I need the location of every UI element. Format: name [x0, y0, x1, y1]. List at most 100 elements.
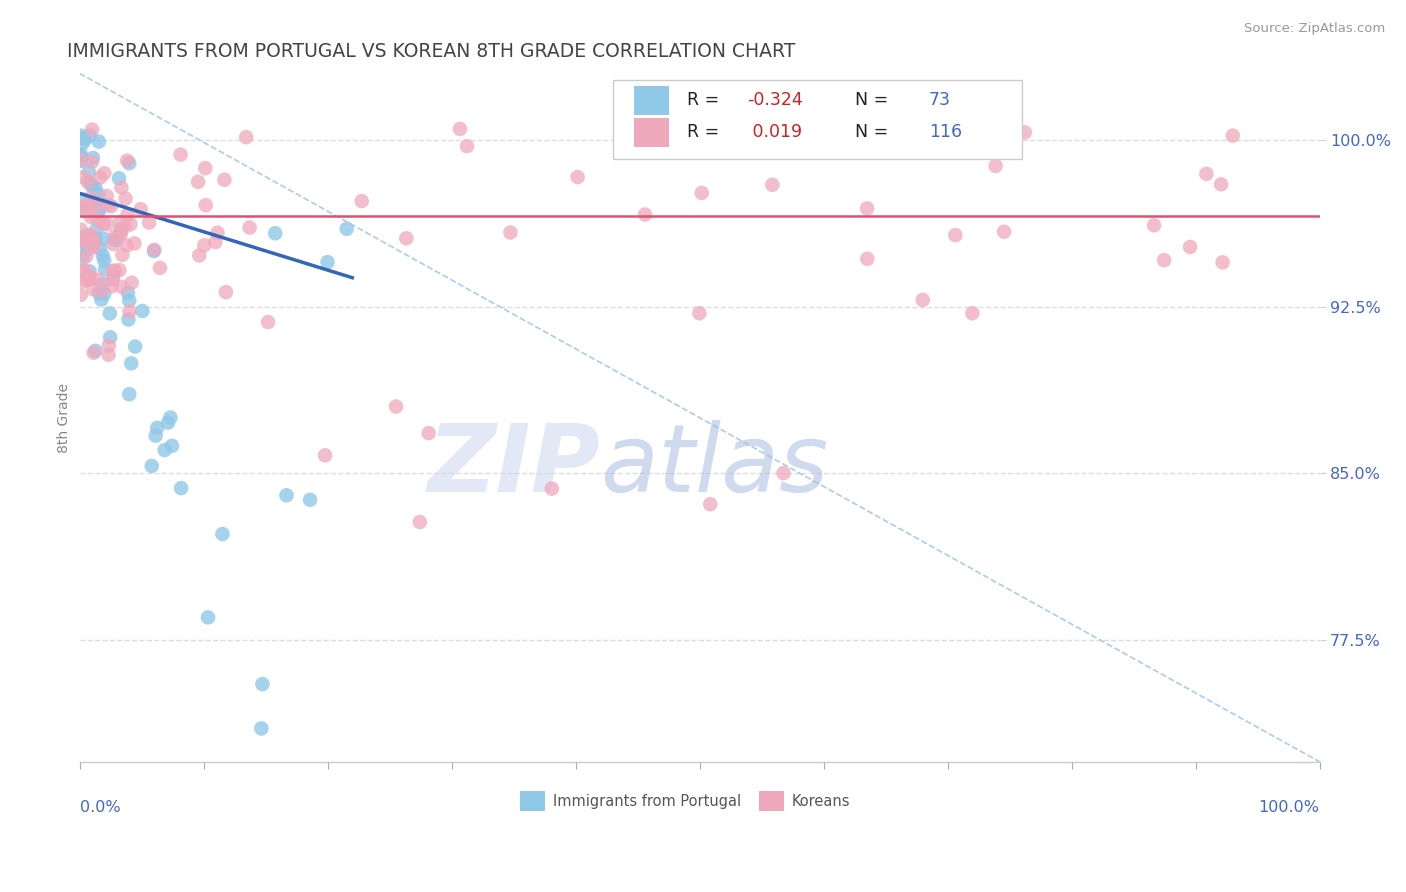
Point — [72, 274, 94, 288]
Point — [79, 273, 101, 287]
Point — [73, 203, 96, 218]
Point — [69, 147, 91, 161]
Point — [110, 222, 132, 236]
Text: -0.324: -0.324 — [747, 91, 803, 110]
Text: R =: R = — [688, 91, 725, 110]
Point — [75, 198, 97, 212]
Point — [80, 154, 103, 169]
Point — [634, 208, 657, 222]
Point — [75, 228, 97, 243]
Point — [395, 231, 418, 245]
Point — [540, 482, 562, 496]
Point — [211, 527, 233, 541]
Point — [214, 173, 236, 187]
Point — [101, 264, 124, 278]
Point — [96, 217, 118, 231]
Point — [77, 242, 100, 256]
Point — [131, 304, 153, 318]
Point — [80, 210, 103, 224]
Text: 0.0%: 0.0% — [80, 799, 120, 814]
Point — [194, 161, 217, 176]
Point — [110, 215, 132, 229]
Point — [90, 284, 112, 298]
Point — [1209, 178, 1232, 192]
Point — [83, 194, 105, 209]
Point — [117, 208, 139, 222]
Point — [250, 722, 273, 736]
Point — [84, 180, 107, 194]
Point — [157, 416, 180, 430]
Point — [87, 187, 110, 202]
Point — [336, 222, 359, 236]
Point — [772, 466, 794, 480]
Point — [79, 264, 101, 278]
Point — [299, 492, 322, 507]
FancyBboxPatch shape — [634, 118, 668, 146]
Point — [761, 178, 783, 192]
Point — [194, 198, 217, 212]
Point — [86, 197, 108, 211]
Point — [235, 130, 257, 145]
Point — [69, 150, 91, 164]
Point — [93, 253, 115, 268]
Point — [856, 252, 879, 266]
Point — [89, 202, 111, 216]
Text: Immigrants from Portugal: Immigrants from Portugal — [553, 794, 741, 808]
Point — [762, 122, 785, 136]
Point — [90, 293, 112, 307]
Point — [69, 201, 91, 215]
Point — [350, 194, 373, 208]
Point — [111, 280, 134, 294]
Point — [124, 236, 146, 251]
Point — [72, 170, 94, 185]
Point — [264, 227, 287, 241]
Point — [79, 128, 101, 143]
Point — [187, 175, 209, 189]
Point — [499, 226, 522, 240]
Point — [84, 231, 107, 245]
Point — [159, 410, 181, 425]
Text: atlas: atlas — [600, 420, 828, 511]
Point — [82, 235, 104, 250]
Point — [169, 147, 191, 161]
Point — [101, 273, 124, 287]
Point — [105, 233, 128, 247]
Point — [94, 262, 117, 277]
Point — [93, 286, 115, 301]
Point — [149, 260, 172, 275]
Point — [87, 285, 110, 300]
Point — [82, 240, 104, 254]
Text: 116: 116 — [929, 123, 962, 141]
Point — [316, 255, 339, 269]
Point — [89, 194, 111, 209]
Point — [77, 165, 100, 179]
Point — [97, 198, 120, 212]
Point — [111, 248, 134, 262]
Point — [93, 232, 115, 246]
Point — [120, 356, 142, 370]
Point — [117, 312, 139, 326]
Point — [97, 338, 120, 352]
Point — [82, 122, 104, 136]
Point — [385, 400, 408, 414]
Point — [75, 272, 97, 286]
Point — [75, 249, 97, 263]
Point — [567, 169, 589, 184]
Point — [80, 190, 103, 204]
Point — [108, 171, 131, 186]
Point — [87, 205, 110, 219]
Point — [153, 443, 176, 458]
Point — [72, 131, 94, 145]
Point — [699, 497, 721, 511]
Point — [93, 166, 115, 180]
Point — [87, 135, 110, 149]
Point — [77, 175, 100, 189]
Point — [72, 136, 94, 151]
Point — [83, 236, 105, 251]
Point — [120, 217, 142, 231]
Point — [69, 128, 91, 143]
Point — [79, 227, 101, 242]
Text: Koreans: Koreans — [792, 794, 849, 808]
Point — [70, 233, 93, 247]
Point — [82, 231, 104, 245]
